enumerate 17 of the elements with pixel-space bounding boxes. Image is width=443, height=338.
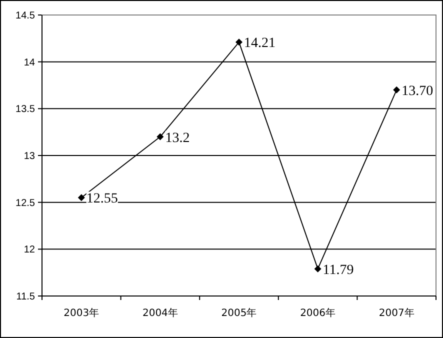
x-tick-label: 2004年 bbox=[142, 307, 178, 319]
y-tick-label: 14 bbox=[24, 57, 36, 68]
x-tick-label: 2006年 bbox=[300, 307, 336, 319]
x-tick-label: 2003年 bbox=[64, 307, 100, 319]
y-tick-label: 12 bbox=[24, 244, 36, 256]
y-tick-label: 13.5 bbox=[16, 104, 36, 116]
data-label: 12.55 bbox=[86, 192, 118, 207]
data-label: 13.70 bbox=[402, 84, 434, 99]
data-label: 14.21 bbox=[244, 36, 276, 52]
data-label: 13.2 bbox=[165, 130, 190, 146]
y-tick-label: 13 bbox=[24, 151, 36, 162]
x-tick-label: 2005年 bbox=[221, 307, 257, 319]
x-tick-label: 2007年 bbox=[378, 307, 414, 319]
data-label: 11.79 bbox=[322, 262, 354, 278]
y-tick-label: 14.5 bbox=[16, 10, 36, 22]
y-tick-label: 12.5 bbox=[16, 198, 36, 209]
y-tick-label: 11.5 bbox=[16, 292, 36, 302]
